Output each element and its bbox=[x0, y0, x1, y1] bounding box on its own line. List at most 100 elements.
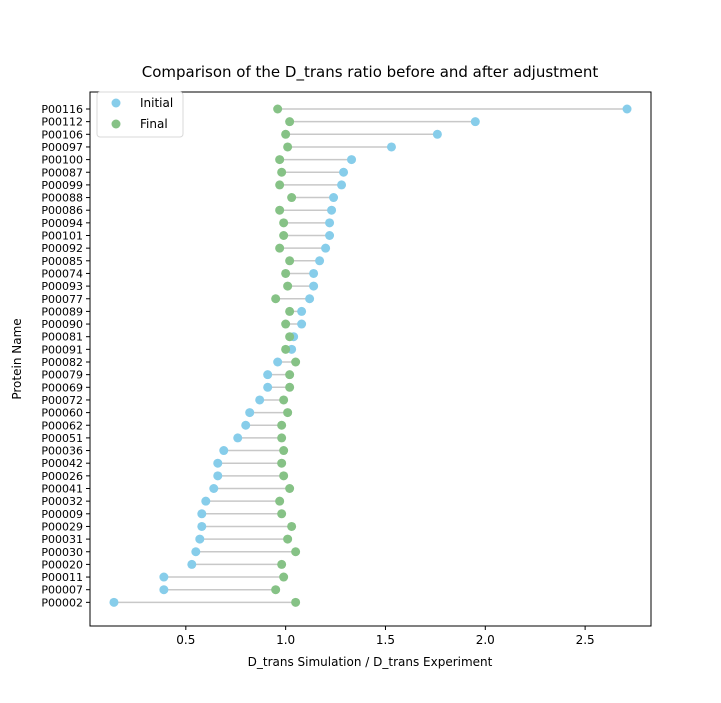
connector-lines bbox=[113, 108, 628, 604]
point-final bbox=[279, 446, 289, 456]
data-points bbox=[109, 104, 632, 607]
y-tick-label: P00101 bbox=[41, 230, 83, 243]
point-final bbox=[283, 281, 293, 291]
point-final bbox=[283, 142, 293, 152]
legend-label-initial: Initial bbox=[140, 96, 173, 110]
legend-marker-initial bbox=[111, 98, 121, 108]
point-initial bbox=[470, 117, 480, 127]
point-initial bbox=[191, 547, 201, 557]
y-tick-label: P00106 bbox=[41, 128, 83, 141]
y-tick-label: P00097 bbox=[41, 141, 83, 154]
point-initial bbox=[329, 193, 339, 203]
y-tick-label: P00041 bbox=[41, 483, 83, 496]
point-initial bbox=[315, 256, 325, 266]
y-tick-label: P00077 bbox=[41, 293, 83, 306]
y-tick-label: P00074 bbox=[41, 267, 83, 280]
point-initial bbox=[339, 167, 349, 177]
point-final bbox=[275, 243, 285, 253]
y-tick-label: P00116 bbox=[41, 103, 83, 116]
y-tick-label: P00002 bbox=[41, 596, 83, 609]
y-tick-label: P00060 bbox=[41, 407, 83, 420]
point-initial bbox=[109, 597, 119, 607]
point-final bbox=[279, 231, 289, 240]
point-initial bbox=[622, 104, 632, 114]
x-tick-label: 1.0 bbox=[276, 633, 295, 647]
point-final bbox=[287, 521, 297, 531]
point-final bbox=[277, 509, 287, 519]
point-final bbox=[279, 572, 289, 582]
point-final bbox=[285, 117, 295, 127]
point-initial bbox=[241, 420, 251, 430]
y-tick-label: P00100 bbox=[41, 154, 83, 167]
x-tick-label: 0.5 bbox=[176, 633, 195, 647]
point-initial bbox=[305, 294, 315, 304]
point-final bbox=[285, 256, 295, 266]
point-final bbox=[285, 306, 295, 316]
y-tick-label: P00069 bbox=[41, 381, 83, 394]
y-tick-label: P00036 bbox=[41, 445, 83, 458]
point-initial bbox=[327, 205, 337, 215]
point-initial bbox=[337, 180, 347, 190]
y-tick-label: P00079 bbox=[41, 369, 83, 382]
x-tick-label: 2.0 bbox=[476, 633, 495, 647]
point-initial bbox=[325, 231, 335, 240]
point-final bbox=[275, 180, 285, 190]
point-initial bbox=[309, 268, 319, 278]
point-initial bbox=[432, 129, 442, 139]
point-initial bbox=[197, 521, 207, 531]
point-initial bbox=[263, 382, 273, 392]
point-final bbox=[285, 370, 295, 380]
x-axis: 0.5 1.0 1.5 2.0 2.5 bbox=[176, 626, 595, 647]
legend-marker-final bbox=[111, 119, 121, 129]
point-final bbox=[285, 332, 295, 342]
y-tick-label: P00032 bbox=[41, 495, 83, 508]
point-final bbox=[277, 433, 287, 443]
y-tick-label: P00011 bbox=[41, 571, 83, 584]
point-final bbox=[277, 420, 287, 430]
point-initial bbox=[197, 509, 207, 519]
point-final bbox=[271, 585, 281, 595]
point-final bbox=[279, 471, 289, 481]
point-final bbox=[273, 104, 283, 114]
y-tick-label: P00007 bbox=[41, 584, 83, 597]
y-tick-label: P00112 bbox=[41, 116, 83, 129]
point-final bbox=[281, 319, 291, 329]
point-final bbox=[277, 458, 287, 468]
y-tick-label: P00009 bbox=[41, 508, 83, 521]
y-tick-label: P00089 bbox=[41, 305, 83, 318]
point-initial bbox=[209, 484, 219, 493]
y-axis: P00116P00112P00106P00097P00100P00087P000… bbox=[41, 103, 90, 609]
y-tick-label: P00072 bbox=[41, 394, 83, 407]
point-final bbox=[287, 193, 297, 203]
point-final bbox=[279, 218, 289, 228]
point-initial bbox=[201, 496, 211, 506]
point-final bbox=[283, 534, 293, 544]
point-initial bbox=[309, 281, 319, 291]
point-initial bbox=[325, 218, 335, 228]
point-initial bbox=[245, 408, 255, 418]
y-tick-label: P00026 bbox=[41, 470, 83, 483]
point-initial bbox=[297, 306, 307, 316]
y-tick-label: P00062 bbox=[41, 419, 83, 432]
x-tick-label: 2.5 bbox=[576, 633, 595, 647]
point-initial bbox=[219, 446, 229, 456]
y-tick-label: P00093 bbox=[41, 280, 83, 293]
y-tick-label: P00082 bbox=[41, 356, 83, 369]
x-tick-label: 1.5 bbox=[376, 633, 395, 647]
y-tick-label: P00029 bbox=[41, 520, 83, 533]
point-initial bbox=[273, 357, 283, 367]
point-initial bbox=[213, 458, 223, 468]
point-initial bbox=[159, 572, 169, 582]
point-final bbox=[285, 382, 295, 392]
point-final bbox=[275, 155, 285, 165]
y-tick-label: P00051 bbox=[41, 432, 83, 445]
x-axis-label: D_trans Simulation / D_trans Experiment bbox=[248, 655, 493, 669]
point-final bbox=[277, 167, 287, 177]
y-tick-label: P00081 bbox=[41, 331, 83, 344]
y-tick-label: P00092 bbox=[41, 242, 83, 255]
y-tick-label: P00030 bbox=[41, 546, 83, 559]
y-tick-label: P00031 bbox=[41, 533, 83, 546]
legend-label-final: Final bbox=[140, 117, 168, 131]
y-tick-label: P00042 bbox=[41, 457, 83, 470]
